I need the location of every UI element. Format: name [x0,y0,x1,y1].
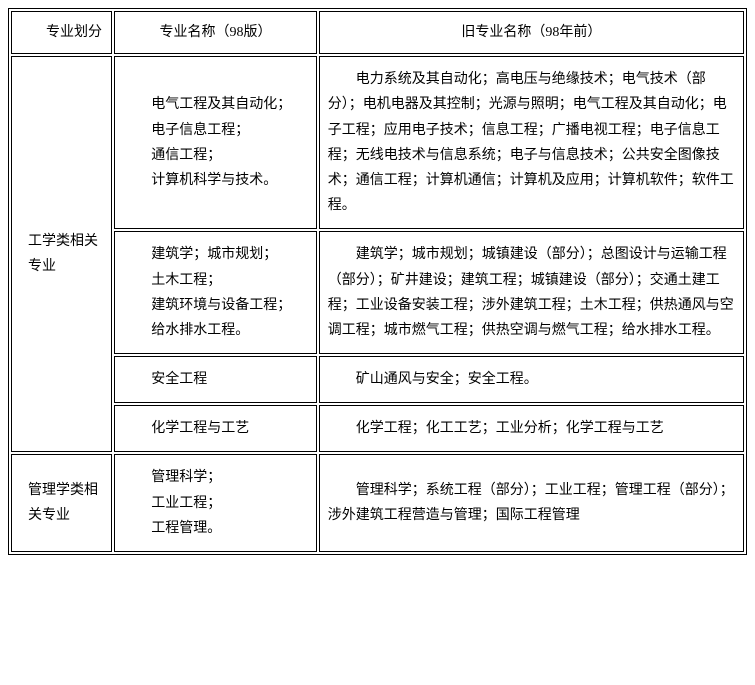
eng1-name98-l4: 计算机科学与技术。 [123,168,308,193]
major-classification-table: 专业划分 专业名称（98版） 旧专业名称（98年前） 工学类相关专业 电气工程及… [8,8,747,555]
eng1-name98-l2: 电子信息工程； [123,118,308,143]
eng2-old-text: 建筑学；城市规划；城镇建设（部分）；总图设计与运输工程（部分）；矿井建设；建筑工… [328,242,735,343]
eng1-name98-cell: 电气工程及其自动化； 电子信息工程； 通信工程； 计算机科学与技术。 [114,56,317,229]
eng3-old-cell: 矿山通风与安全；安全工程。 [319,356,744,403]
table-row: 工学类相关专业 电气工程及其自动化； 电子信息工程； 通信工程； 计算机科学与技… [11,56,744,229]
category-management-cell: 管理学类相关专业 [11,454,112,552]
mgmt-name98-cell: 管理科学； 工业工程； 工程管理。 [114,454,317,552]
header-name98: 专业名称（98版） [114,11,317,54]
table-row: 化学工程与工艺 化学工程；化工工艺；工业分析；化学工程与工艺 [11,405,744,452]
eng3-name98-text: 安全工程 [123,367,308,392]
eng2-name98-l4: 给水排水工程。 [123,318,308,343]
eng2-old-cell: 建筑学；城市规划；城镇建设（部分）；总图设计与运输工程（部分）；矿井建设；建筑工… [319,231,744,354]
eng4-name98-cell: 化学工程与工艺 [114,405,317,452]
category-management-label: 管理学类相关专业 [28,483,98,523]
table-header-row: 专业划分 专业名称（98版） 旧专业名称（98年前） [11,11,744,54]
eng3-name98-cell: 安全工程 [114,356,317,403]
eng2-name98-l1: 建筑学；城市规划； [123,242,308,267]
header-col1-text: 专业划分 [20,20,103,45]
eng3-old-text: 矿山通风与安全；安全工程。 [328,367,735,392]
mgmt-name98-l2: 工业工程； [123,491,308,516]
eng4-old-text: 化学工程；化工工艺；工业分析；化学工程与工艺 [328,416,735,441]
mgmt-old-cell: 管理科学；系统工程（部分）；工业工程；管理工程（部分）；涉外建筑工程营造与管理；… [319,454,744,552]
header-col3-text: 旧专业名称（98年前） [461,25,601,40]
mgmt-old-text: 管理科学；系统工程（部分）；工业工程；管理工程（部分）；涉外建筑工程营造与管理；… [328,478,735,528]
table-row: 安全工程 矿山通风与安全；安全工程。 [11,356,744,403]
eng4-old-cell: 化学工程；化工工艺；工业分析；化学工程与工艺 [319,405,744,452]
eng4-name98-text: 化学工程与工艺 [123,416,308,441]
header-category: 专业划分 [11,11,112,54]
eng1-old-text: 电力系统及其自动化；高电压与绝缘技术；电气技术（部分）；电机电器及其控制；光源与… [328,67,735,218]
mgmt-name98-l3: 工程管理。 [123,516,308,541]
eng1-name98-l1: 电气工程及其自动化； [123,92,308,117]
eng1-old-cell: 电力系统及其自动化；高电压与绝缘技术；电气技术（部分）；电机电器及其控制；光源与… [319,56,744,229]
eng2-name98-l2: 土木工程； [123,268,308,293]
category-engineering-cell: 工学类相关专业 [11,56,112,452]
header-col2-text: 专业名称（98版） [160,25,272,40]
category-engineering-label: 工学类相关专业 [28,234,98,274]
eng1-name98-l3: 通信工程； [123,143,308,168]
table-row: 建筑学；城市规划； 土木工程； 建筑环境与设备工程； 给水排水工程。 建筑学；城… [11,231,744,354]
table-row: 管理学类相关专业 管理科学； 工业工程； 工程管理。 管理科学；系统工程（部分）… [11,454,744,552]
eng2-name98-l3: 建筑环境与设备工程； [123,293,308,318]
header-oldname: 旧专业名称（98年前） [319,11,744,54]
mgmt-name98-l1: 管理科学； [123,465,308,490]
eng2-name98-cell: 建筑学；城市规划； 土木工程； 建筑环境与设备工程； 给水排水工程。 [114,231,317,354]
